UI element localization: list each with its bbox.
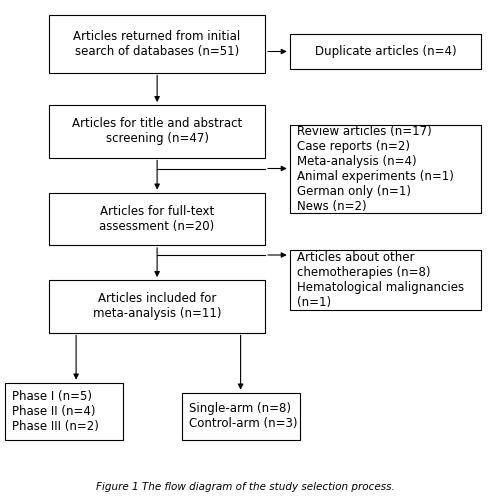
Text: Articles for full-text
assessment (n=20): Articles for full-text assessment (n=20) xyxy=(100,205,215,233)
FancyBboxPatch shape xyxy=(49,192,265,245)
Text: Figure 1 The flow diagram of the study selection process.: Figure 1 The flow diagram of the study s… xyxy=(96,482,395,492)
FancyBboxPatch shape xyxy=(49,280,265,332)
Text: Single-arm (n=8)
Control-arm (n=3): Single-arm (n=8) Control-arm (n=3) xyxy=(189,402,298,430)
Text: Articles for title and abstract
screening (n=47): Articles for title and abstract screenin… xyxy=(72,117,242,145)
Text: Articles included for
meta-analysis (n=11): Articles included for meta-analysis (n=1… xyxy=(93,292,221,320)
Text: Phase I (n=5)
Phase II (n=4)
Phase III (n=2): Phase I (n=5) Phase II (n=4) Phase III (… xyxy=(12,390,99,432)
FancyBboxPatch shape xyxy=(290,34,481,69)
FancyBboxPatch shape xyxy=(182,392,300,440)
Text: Review articles (n=17)
Case reports (n=2)
Meta-analysis (n=4)
Animal experiments: Review articles (n=17) Case reports (n=2… xyxy=(297,124,454,213)
FancyBboxPatch shape xyxy=(49,15,265,72)
Text: Articles returned from initial
search of databases (n=51): Articles returned from initial search of… xyxy=(74,30,241,58)
FancyBboxPatch shape xyxy=(49,105,265,158)
FancyBboxPatch shape xyxy=(5,382,123,440)
Text: Articles about other
chemotherapies (n=8)
Hematological malignancies
(n=1): Articles about other chemotherapies (n=8… xyxy=(297,251,464,309)
Text: Duplicate articles (n=4): Duplicate articles (n=4) xyxy=(315,45,456,58)
FancyBboxPatch shape xyxy=(290,125,481,212)
FancyBboxPatch shape xyxy=(290,250,481,310)
